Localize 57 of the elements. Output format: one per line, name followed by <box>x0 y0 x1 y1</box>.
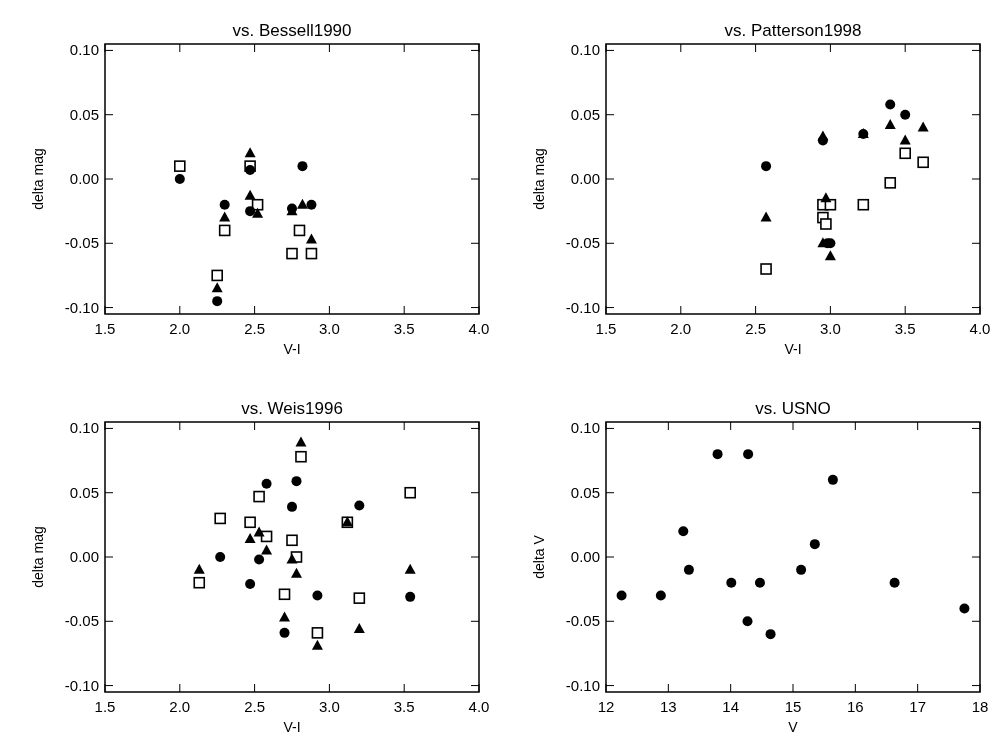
x-tick-label: 2.0 <box>670 320 692 337</box>
chart-title: vs. Patterson1998 <box>724 21 862 40</box>
y-tick-label: -0.10 <box>565 298 600 316</box>
y-tick-label: -0.05 <box>64 612 99 630</box>
chart-title: vs. Weis1996 <box>241 399 343 418</box>
x-tick-label: 3.0 <box>318 320 340 337</box>
x-axis-title: V <box>788 719 799 735</box>
x-tick-label: 4.0 <box>468 320 490 337</box>
y-axis-title: delta mag <box>30 526 46 588</box>
y-tick-label: -0.05 <box>565 234 600 252</box>
y-tick-label: 0.05 <box>570 483 600 501</box>
y-tick-label: -0.05 <box>64 234 99 252</box>
x-tick-label: 3.5 <box>393 320 415 337</box>
x-tick-label: 2.5 <box>244 320 266 337</box>
y-axis-title: delta mag <box>30 148 46 210</box>
y-tick-label: 0.10 <box>570 419 600 437</box>
x-tick-label: 1.5 <box>94 698 116 715</box>
y-tick-label: 0.10 <box>570 41 600 59</box>
x-tick-label: 2.5 <box>244 698 266 715</box>
x-tick-label: 1.5 <box>94 320 116 337</box>
x-axis-title: V-I <box>283 719 301 735</box>
chart-title: vs. USNO <box>755 399 831 418</box>
x-axis-title: V-I <box>784 341 802 357</box>
x-tick-label: 16 <box>846 698 864 715</box>
y-tick-label: -0.10 <box>565 676 600 694</box>
x-tick-label: 13 <box>659 698 677 715</box>
x-tick-label: 2.5 <box>745 320 767 337</box>
y-tick-label: 0.05 <box>69 105 99 123</box>
y-tick-label: 0.00 <box>69 170 99 187</box>
x-tick-label: 3.5 <box>393 698 415 715</box>
x-tick-label: 14 <box>722 698 740 715</box>
y-tick-label: -0.10 <box>64 298 99 316</box>
x-tick-label: 4.0 <box>969 320 991 337</box>
x-tick-label: 3.0 <box>819 320 841 337</box>
x-tick-label: 2.0 <box>169 698 191 715</box>
x-tick-label: 15 <box>784 698 802 715</box>
x-tick-label: 4.0 <box>468 698 490 715</box>
y-tick-label: 0.00 <box>570 170 600 187</box>
x-tick-label: 2.0 <box>169 320 191 337</box>
y-tick-label: 0.05 <box>570 105 600 123</box>
y-tick-label: 0.10 <box>69 41 99 59</box>
y-axis-title: delta V <box>531 534 547 579</box>
y-tick-label: 0.00 <box>69 548 99 565</box>
x-axis-title: V-I <box>283 341 301 357</box>
y-tick-label: -0.05 <box>565 612 600 630</box>
x-tick-label: 3.5 <box>894 320 916 337</box>
y-tick-label: 0.00 <box>570 548 600 565</box>
y-tick-label: 0.10 <box>69 419 99 437</box>
x-tick-label: 3.0 <box>318 698 340 715</box>
x-tick-label: 18 <box>971 698 989 715</box>
chart-title: vs. Bessell1990 <box>232 21 352 40</box>
x-tick-label: 17 <box>909 698 927 715</box>
y-axis-title: delta mag <box>531 148 547 210</box>
x-tick-label: 1.5 <box>595 320 617 337</box>
y-tick-label: 0.05 <box>69 483 99 501</box>
y-tick-label: -0.10 <box>64 676 99 694</box>
x-tick-label: 12 <box>597 698 615 715</box>
